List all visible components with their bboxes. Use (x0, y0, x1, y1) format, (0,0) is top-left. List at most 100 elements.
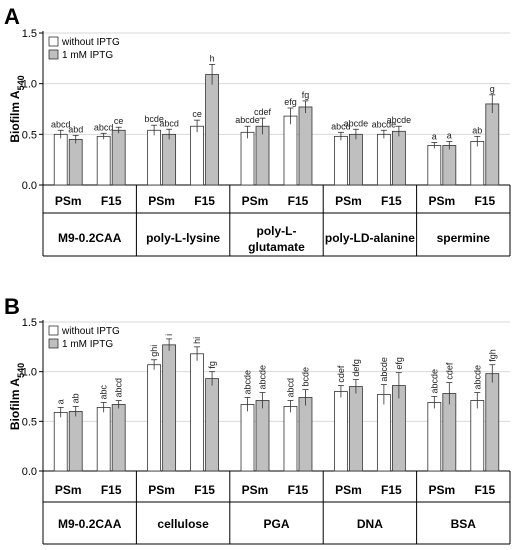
legend-swatch (48, 338, 59, 349)
significance-label: a (56, 399, 66, 404)
significance-label: i (164, 334, 174, 336)
y-tick-label: 1.5 (22, 28, 37, 40)
significance-label: cdef (254, 107, 272, 117)
bar-1mm-iptg (391, 130, 406, 186)
significance-label: ab (71, 393, 81, 403)
significance-label: fgh (487, 349, 497, 362)
bar-without-iptg (427, 402, 442, 472)
significance-label: abcde (344, 118, 369, 128)
bar-without-iptg (376, 133, 391, 186)
bar-without-iptg (147, 364, 162, 472)
significance-label: abcd (159, 118, 179, 128)
y-tick-label: 1.0 (22, 367, 37, 379)
bar-1mm-iptg (442, 145, 457, 186)
significance-label: abcde (387, 115, 412, 125)
legend-label: without IPTG (61, 37, 120, 48)
significance-label: abc (99, 384, 109, 399)
bar-1mm-iptg (68, 138, 83, 186)
group-label: M9-0.2CAA (58, 517, 122, 531)
bar-without-iptg (470, 400, 485, 472)
significance-label: ce (114, 116, 124, 126)
strain-label: F15 (381, 194, 402, 208)
bar-without-iptg (240, 131, 255, 186)
group-label: poly-L-lysine (146, 231, 220, 245)
significance-label: fg (207, 361, 217, 369)
bar-without-iptg (147, 129, 162, 186)
strain-label: F15 (288, 194, 309, 208)
bar-1mm-iptg (349, 386, 363, 472)
bar-without-iptg (96, 135, 111, 186)
significance-label: ghi (149, 345, 159, 357)
bar-without-iptg (470, 141, 485, 186)
bar-without-iptg (334, 135, 348, 186)
significance-label: abcde (243, 370, 253, 395)
strain-label: PSm (55, 483, 82, 497)
strain-label: F15 (101, 194, 122, 208)
significance-label: hi (192, 337, 202, 344)
legend-label: 1 mM IPTG (62, 50, 113, 61)
bar-without-iptg (190, 353, 204, 472)
bar-1mm-iptg (162, 344, 177, 472)
bar-without-iptg (427, 145, 442, 186)
strain-label: PSm (242, 483, 269, 497)
strain-label: PSm (55, 194, 82, 208)
bar-1mm-iptg (298, 397, 313, 472)
y-tick-label: 0.0 (22, 466, 37, 478)
group-label: poly-LD-alanine (325, 231, 415, 245)
bar-1mm-iptg (485, 103, 500, 186)
significance-label: a (432, 131, 437, 141)
legend-swatch (48, 49, 59, 60)
strain-label: PSm (335, 194, 362, 208)
significance-label: abcde (235, 115, 260, 125)
bar-without-iptg (96, 407, 111, 472)
bar-without-iptg (190, 125, 204, 186)
significance-label: abcd (51, 119, 71, 129)
significance-label: abcde (372, 119, 397, 129)
bar-without-iptg (240, 404, 255, 472)
strain-label: PSm (242, 194, 269, 208)
y-tick-label: 0.5 (22, 416, 37, 428)
significance-label: h (210, 53, 215, 63)
panel-letter: B (4, 294, 20, 319)
group-label: PGA (263, 517, 289, 531)
strain-label: F15 (474, 194, 495, 208)
y-tick-label: 0.5 (22, 129, 37, 141)
group-label: DNA (357, 517, 383, 531)
bar-1mm-iptg (349, 133, 363, 186)
significance-label: fg (302, 90, 310, 100)
strain-label: F15 (101, 483, 122, 497)
bar-1mm-iptg (298, 106, 313, 186)
strain-label: PSm (428, 194, 455, 208)
significance-label: abd (68, 124, 83, 134)
strain-label: F15 (194, 483, 215, 497)
bar-without-iptg (53, 411, 68, 472)
strain-label: PSm (148, 483, 175, 497)
bar-without-iptg (283, 115, 298, 186)
significance-label: efg (394, 357, 404, 370)
significance-label: defg (351, 359, 361, 377)
bar-1mm-iptg (205, 378, 219, 472)
significance-label: abcde (429, 369, 439, 394)
legend-label: without IPTG (61, 326, 120, 337)
significance-label: cdef (444, 362, 454, 380)
significance-label: abcd (94, 122, 114, 132)
group-label: M9-0.2CAA (58, 231, 122, 245)
bar-without-iptg (334, 391, 348, 472)
significance-label: a (447, 130, 452, 140)
y-axis-label: Biofilm A540 (8, 75, 26, 142)
bar-1mm-iptg (485, 373, 500, 472)
significance-label: ce (192, 109, 202, 119)
group-label: poly-L- (257, 224, 297, 238)
y-tick-label: 1.0 (22, 79, 37, 91)
bar-1mm-iptg (111, 404, 126, 472)
significance-label: abcde (472, 365, 482, 390)
bar-1mm-iptg (442, 393, 457, 472)
strain-label: PSm (428, 483, 455, 497)
panel-letter: A (4, 4, 20, 29)
y-axis-label: Biofilm A540 (8, 363, 26, 430)
significance-label: abcde (258, 365, 268, 390)
legend-swatch (48, 325, 59, 336)
significance-label: efg (284, 97, 297, 107)
